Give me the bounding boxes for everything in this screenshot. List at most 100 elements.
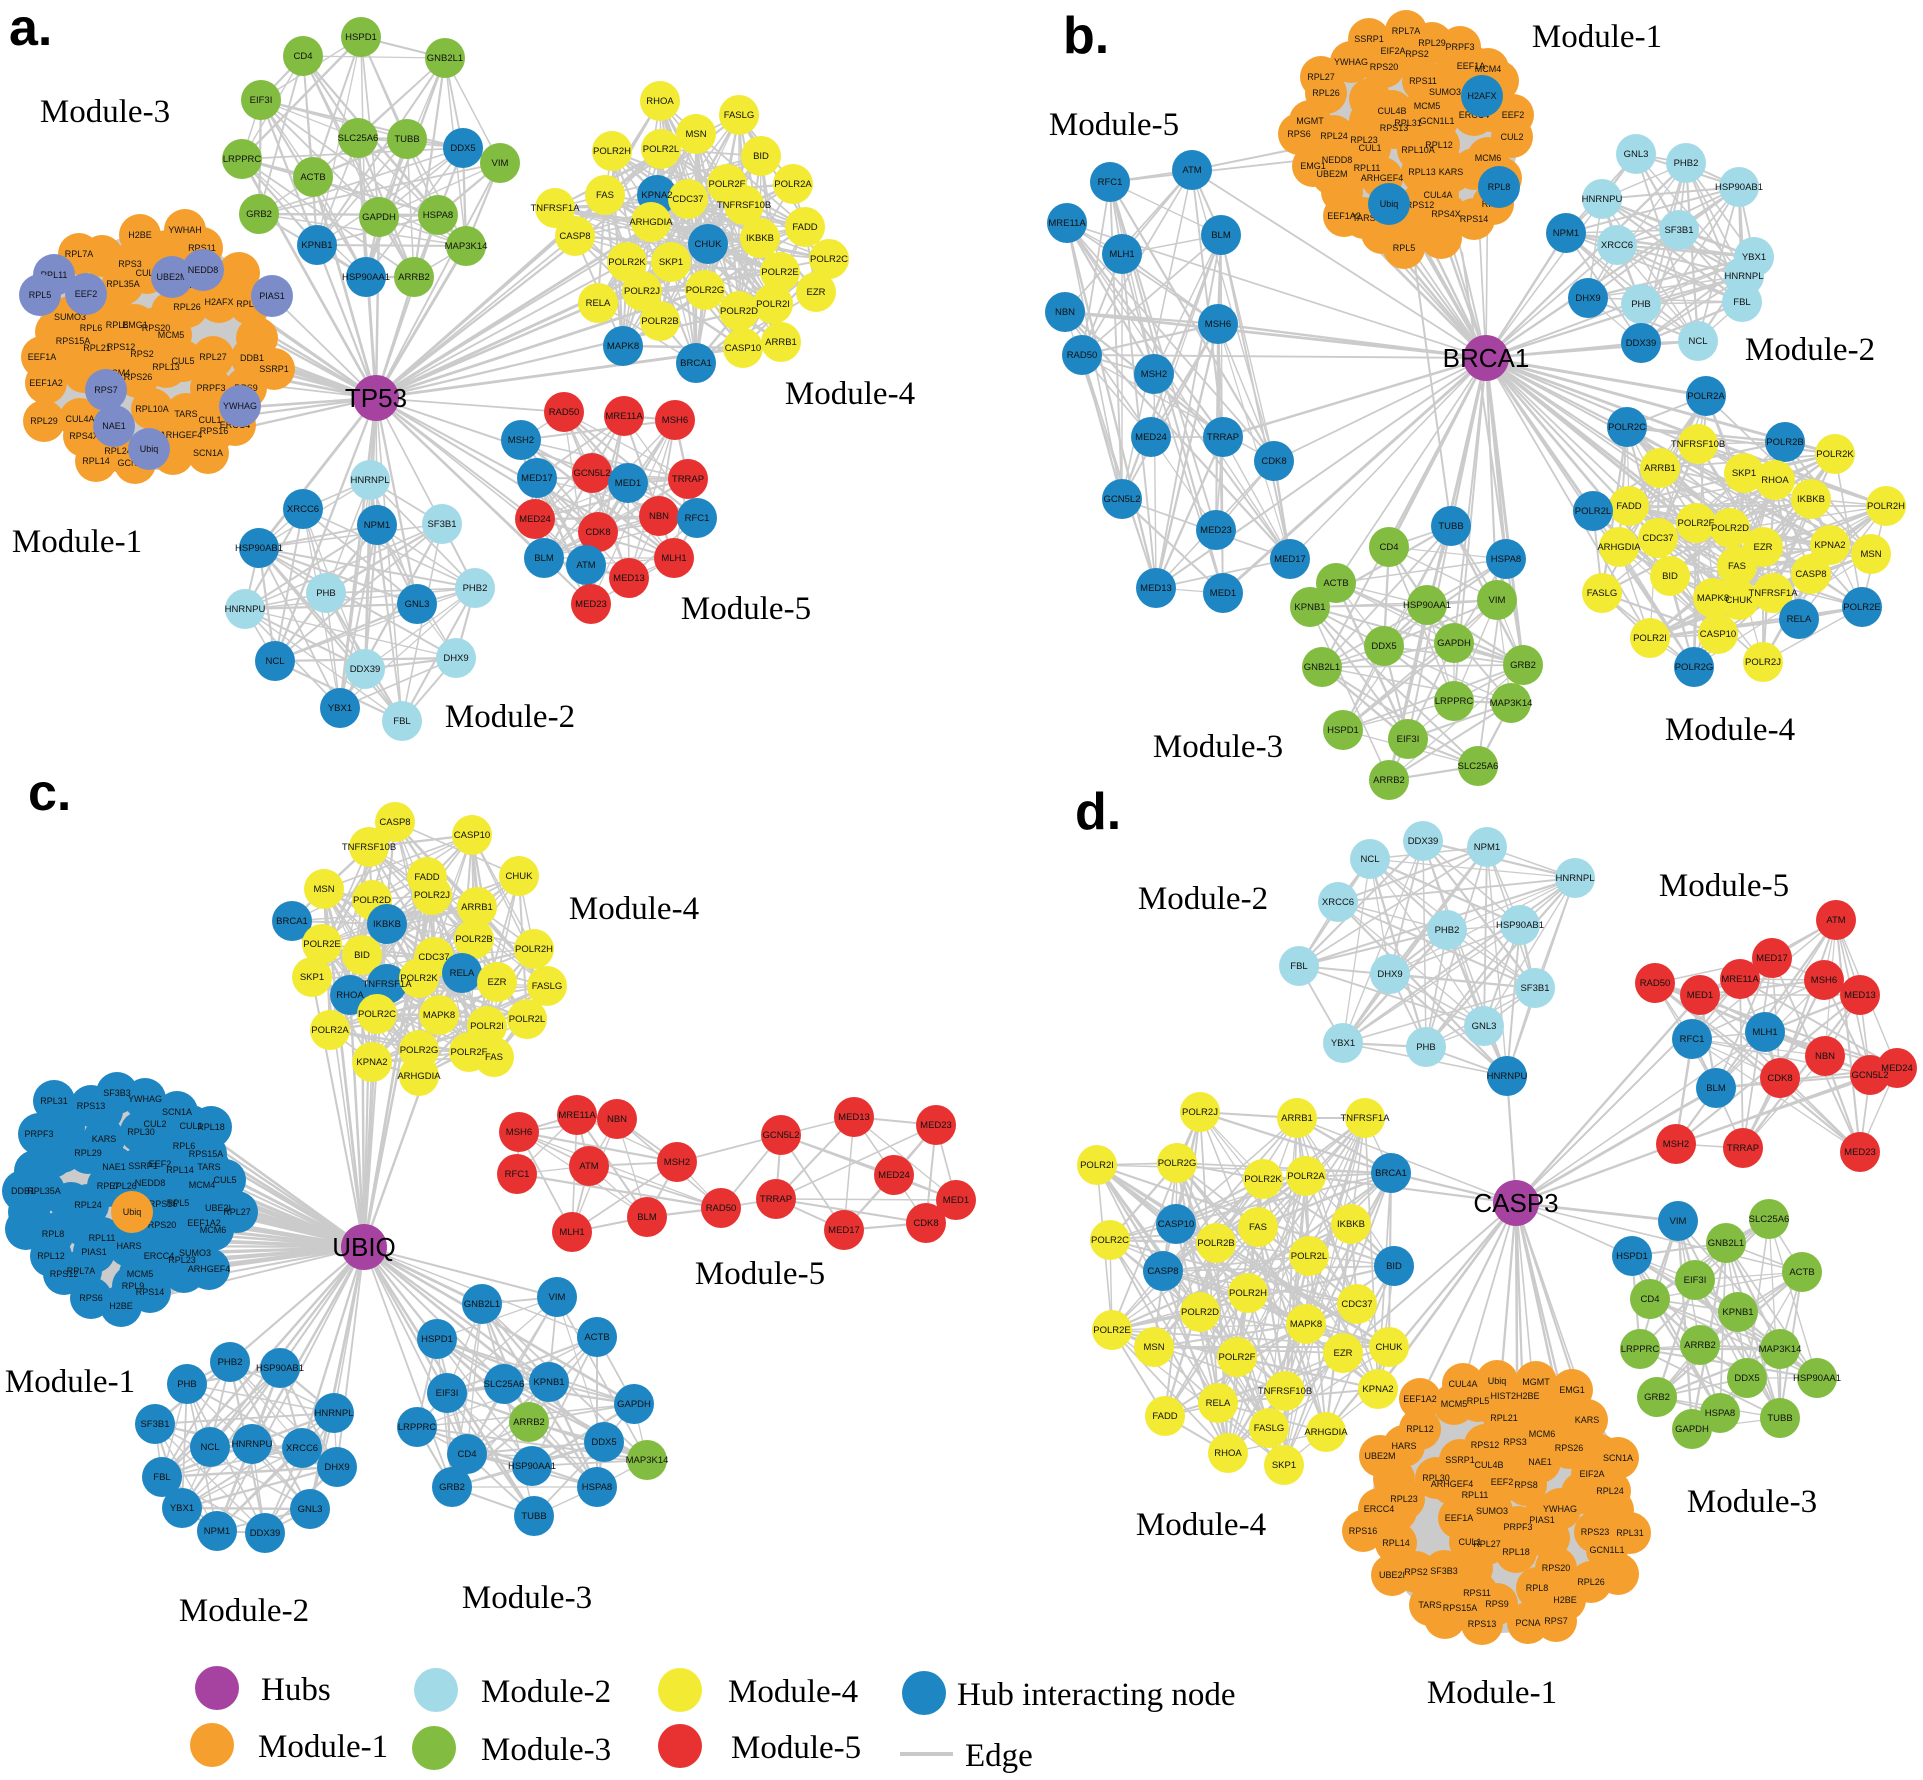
svg-text:PHB: PHB [1631,299,1651,310]
svg-text:DHX9: DHX9 [324,1462,349,1473]
svg-text:CASP10: CASP10 [1158,1219,1194,1230]
svg-text:Module-1: Module-1 [258,1729,388,1765]
svg-text:MED1: MED1 [1687,990,1713,1001]
svg-text:TNFRSF1A: TNFRSF1A [1340,1113,1390,1124]
svg-text:MED1: MED1 [1210,588,1236,599]
svg-text:MAP3K14: MAP3K14 [445,241,488,252]
svg-text:RPL21: RPL21 [83,343,111,353]
svg-text:CHUK: CHUK [506,871,534,882]
svg-text:Module-3: Module-3 [481,1732,611,1768]
svg-text:POLR2D: POLR2D [1181,1307,1219,1318]
svg-text:EZR: EZR [1754,542,1773,553]
svg-text:POLR2F: POLR2F [709,179,746,190]
svg-text:MLH1: MLH1 [1109,249,1134,260]
svg-text:POLR2A: POLR2A [311,1025,349,1036]
svg-text:EEF1A2: EEF1A2 [187,1218,221,1228]
svg-text:Module-3: Module-3 [1153,729,1283,765]
svg-text:YWHAH: YWHAH [168,225,202,235]
svg-text:RPL26: RPL26 [109,1181,137,1191]
svg-text:ARRB1: ARRB1 [1281,1113,1313,1124]
svg-text:PCNA: PCNA [1515,1618,1540,1628]
svg-text:KPNA2: KPNA2 [1362,1384,1393,1395]
svg-text:HNRNPL: HNRNPL [350,475,389,486]
svg-text:MAP3K14: MAP3K14 [626,1455,669,1466]
svg-text:PHB2: PHB2 [1435,925,1460,936]
svg-text:CDK8: CDK8 [585,527,610,538]
svg-text:CUL1: CUL1 [1358,143,1381,153]
svg-text:Hub interacting node: Hub interacting node [957,1677,1236,1713]
svg-text:EEF2: EEF2 [1502,110,1525,120]
svg-text:NEDD8: NEDD8 [135,1178,166,1188]
svg-text:CDC37: CDC37 [418,952,449,963]
svg-text:MAP3K14: MAP3K14 [1490,698,1533,709]
svg-text:GCN5L2: GCN5L2 [574,468,611,479]
svg-text:RPS12: RPS12 [1471,1440,1500,1450]
svg-text:NCL: NCL [1360,854,1379,865]
svg-text:BID: BID [354,950,370,961]
svg-text:EMG1: EMG1 [122,320,148,330]
svg-text:RPL8: RPL8 [106,320,129,330]
svg-text:RPL7: RPL7 [97,1181,120,1191]
svg-text:RPL11: RPL11 [41,270,68,280]
svg-text:RPS20: RPS20 [1542,1563,1571,1573]
svg-text:FADD: FADD [1152,1411,1177,1422]
svg-text:MED24: MED24 [519,514,551,525]
svg-text:GAPDH: GAPDH [362,212,396,223]
svg-text:NAE1: NAE1 [102,421,126,431]
svg-text:CDC37: CDC37 [672,194,703,205]
svg-text:CHUK: CHUK [1376,1342,1404,1353]
svg-text:RPL6: RPL6 [80,323,103,333]
svg-text:POLR2K: POLR2K [1816,449,1854,460]
svg-text:RPL26: RPL26 [1312,88,1340,98]
svg-text:MLH1: MLH1 [1752,1027,1777,1038]
svg-text:HSPD1: HSPD1 [1616,1251,1648,1262]
svg-text:ARRB1: ARRB1 [765,337,797,348]
svg-text:RPL8: RPL8 [1526,1583,1549,1593]
svg-text:NCL: NCL [200,1442,219,1453]
svg-text:POLR2J: POLR2J [624,286,660,297]
svg-text:CDC37: CDC37 [1642,533,1673,544]
svg-text:MED17: MED17 [1756,953,1788,964]
svg-text:RPL11: RPL11 [89,1233,116,1243]
svg-text:Ubiq: Ubiq [123,1207,142,1217]
svg-text:TP53: TP53 [345,383,407,413]
svg-text:POLR2H: POLR2H [1867,501,1905,512]
svg-text:YBX1: YBX1 [1742,252,1766,263]
svg-text:ARRB2: ARRB2 [1373,775,1405,786]
svg-text:CUL1: CUL1 [179,1121,202,1131]
svg-text:HNRNPL: HNRNPL [1724,271,1763,282]
svg-text:RPS4X: RPS4X [1431,209,1461,219]
svg-text:MED23: MED23 [920,1120,952,1131]
svg-text:RPL10A: RPL10A [1401,145,1435,155]
svg-text:CUL4A: CUL4A [1448,1379,1477,1389]
svg-text:Module-3: Module-3 [462,1580,592,1616]
svg-text:MRE11A: MRE11A [558,1110,596,1121]
svg-text:POLR2L: POLR2L [509,1014,545,1025]
svg-text:FAS: FAS [1249,1222,1267,1233]
svg-text:TNFRSF10B: TNFRSF10B [1258,1386,1312,1397]
svg-text:POLR2D: POLR2D [353,895,391,906]
svg-text:VIM: VIM [549,1292,566,1303]
svg-text:XRCC6: XRCC6 [1601,240,1633,251]
svg-text:SF3B1: SF3B1 [1520,983,1549,994]
svg-text:ARHGDIA: ARHGDIA [1597,542,1641,553]
svg-text:POLR2K: POLR2K [1244,1174,1282,1185]
svg-text:TNFRSF10B: TNFRSF10B [1671,439,1725,450]
svg-text:GCN5L2: GCN5L2 [1104,494,1141,505]
svg-text:TARS: TARS [1352,213,1375,223]
svg-text:EMG1: EMG1 [1559,1385,1585,1395]
svg-text:MED13: MED13 [1140,583,1172,594]
svg-text:RPL14: RPL14 [166,1165,194,1175]
svg-text:MAPK8: MAPK8 [607,341,639,352]
svg-text:RPL24: RPL24 [1320,131,1348,141]
svg-text:NBN: NBN [649,511,669,522]
svg-text:RPL5: RPL5 [1467,1396,1490,1406]
svg-text:MSH6: MSH6 [506,1127,532,1138]
svg-text:MSN: MSN [313,884,334,895]
svg-text:MED23: MED23 [575,599,607,610]
svg-text:d.: d. [1075,783,1121,841]
svg-text:Module-5: Module-5 [681,591,811,627]
svg-text:RPS6: RPS6 [1287,129,1311,139]
svg-text:GNB2L1: GNB2L1 [1708,1238,1744,1249]
svg-text:GAPDH: GAPDH [1437,638,1471,649]
